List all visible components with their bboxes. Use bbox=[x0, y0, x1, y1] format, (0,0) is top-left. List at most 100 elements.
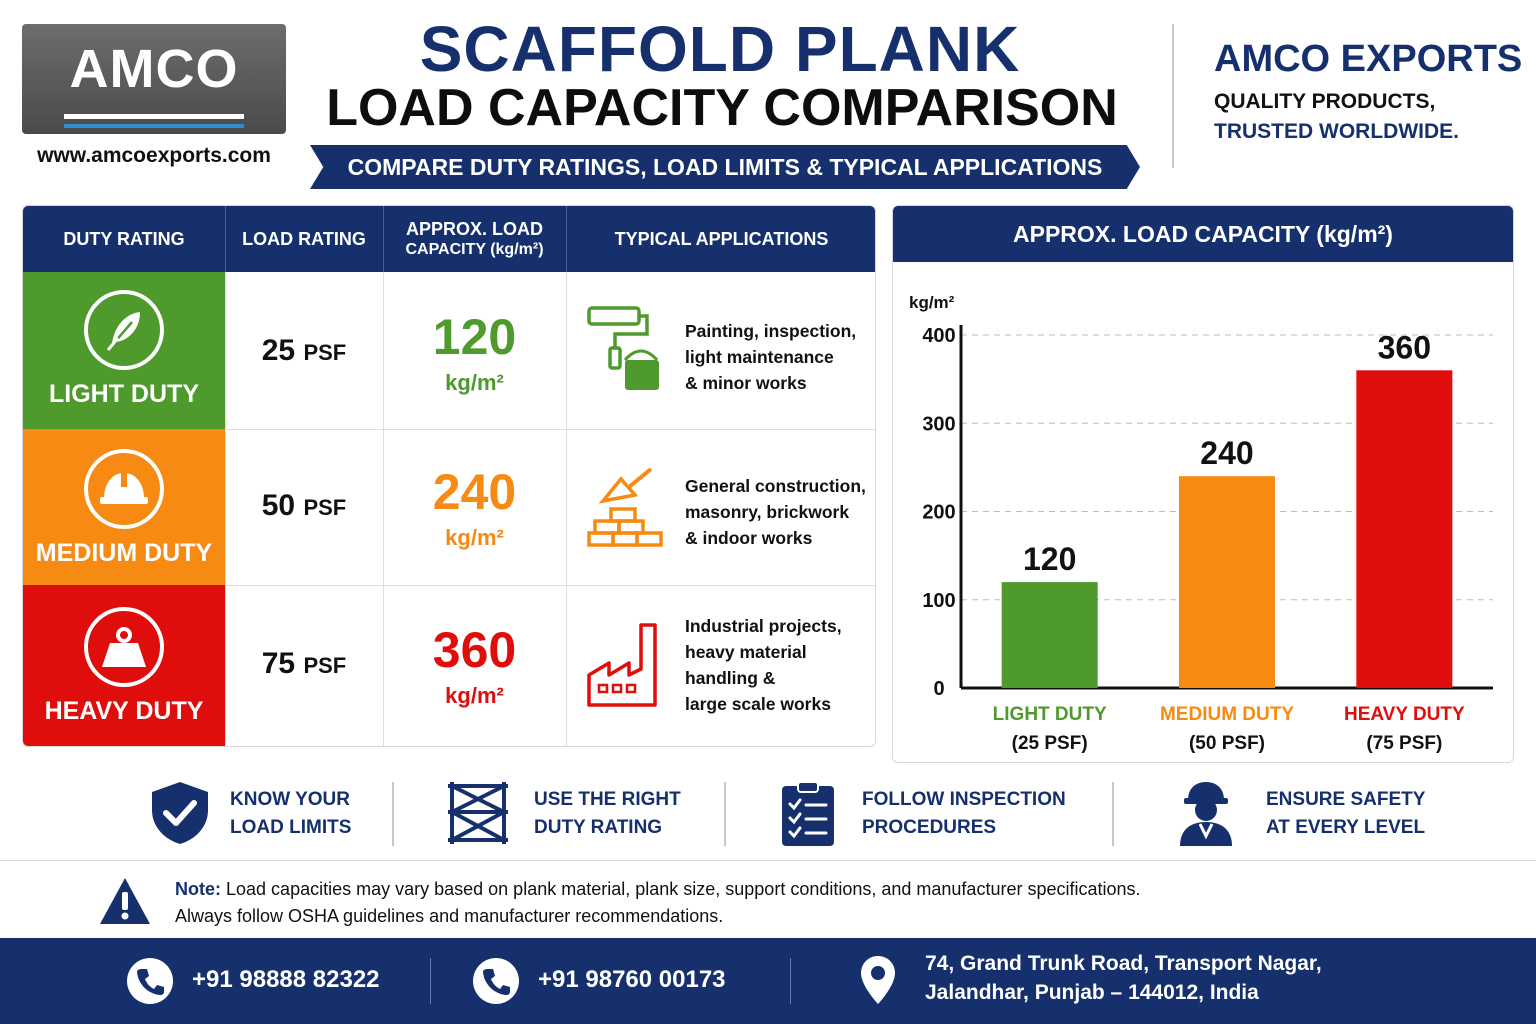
header-divider bbox=[1172, 24, 1174, 168]
application-line: General construction, bbox=[685, 476, 866, 496]
cell-divider bbox=[566, 585, 567, 746]
capacity-unit-light: kg/m² bbox=[445, 370, 504, 395]
location-pin-icon bbox=[858, 954, 898, 1006]
header-capacity: APPROX. LOAD CAPACITY (kg/m²) bbox=[383, 206, 566, 272]
logo-text: AMCO bbox=[69, 39, 239, 99]
phone-icon bbox=[473, 958, 519, 1004]
application-line: masonry, brickwork bbox=[685, 502, 850, 522]
application-text-heavy: Industrial projects, heavy material hand… bbox=[685, 613, 871, 717]
tip-inspection: FOLLOW INSPECTION PROCEDURES bbox=[862, 786, 1066, 842]
load-rating-heavy: 75 PSF bbox=[225, 647, 383, 681]
capacity-value-heavy: 360 bbox=[432, 622, 517, 678]
trowel-bricks-icon bbox=[585, 461, 669, 547]
footer: +91 98888 82322 +91 98760 00173 74, Gran… bbox=[0, 938, 1536, 1024]
page-title: SCAFFOLD PLANK bbox=[419, 13, 1021, 85]
header-divider bbox=[383, 206, 384, 272]
application-line: & indoor works bbox=[685, 528, 813, 548]
y-tick-label: 200 bbox=[922, 502, 955, 524]
bar bbox=[1001, 582, 1098, 688]
cell-divider bbox=[383, 585, 384, 746]
address-line-2: Jalandhar, Punjab – 144012, India bbox=[925, 981, 1259, 1004]
tip-divider bbox=[392, 782, 394, 846]
load-unit: PSF bbox=[303, 340, 347, 365]
duty-cell-medium: MEDIUM DUTY bbox=[23, 429, 225, 585]
tip-line: ENSURE SAFETY bbox=[1266, 789, 1426, 810]
y-tick-label: 300 bbox=[922, 413, 955, 435]
x-tick-label: LIGHT DUTY bbox=[993, 704, 1107, 725]
tip-divider bbox=[1112, 782, 1114, 846]
row-divider bbox=[225, 429, 875, 430]
disclaimer-note: Note: Load capacities may vary based on … bbox=[175, 876, 1475, 930]
logo-underline-blue bbox=[64, 124, 244, 128]
load-rating-medium: 50 PSF bbox=[225, 489, 383, 523]
note-text: Load capacities may vary based on plank … bbox=[226, 879, 1141, 899]
header-load-rating: LOAD RATING bbox=[242, 228, 366, 249]
y-axis-label: kg/m² bbox=[909, 293, 955, 312]
subtitle-text: COMPARE DUTY RATINGS, LOAD LIMITS & TYPI… bbox=[347, 154, 1103, 180]
load-unit: PSF bbox=[303, 653, 347, 678]
website-link[interactable]: www.amcoexports.com bbox=[37, 144, 271, 167]
phone-number-2[interactable]: +91 98760 00173 bbox=[538, 966, 726, 993]
row-divider bbox=[225, 585, 875, 586]
brand-tagline-highlight: TRUSTED WORLDWIDE. bbox=[1214, 120, 1459, 143]
logo-underline bbox=[64, 114, 244, 119]
application-line: heavy material bbox=[685, 642, 807, 662]
cell-divider bbox=[383, 429, 384, 585]
capacity-unit-medium: kg/m² bbox=[445, 525, 504, 550]
capacity-unit-heavy: kg/m² bbox=[445, 683, 504, 708]
tip-safety: ENSURE SAFETY AT EVERY LEVEL bbox=[1266, 786, 1425, 842]
bar-chart: kg/m² 0 100 200 300 400 120 LIGHT DUTY (25 PSF) 2… bbox=[909, 293, 1493, 754]
cell-divider bbox=[566, 429, 567, 585]
bar-value-label: 120 bbox=[1023, 541, 1076, 577]
worker-icon bbox=[1174, 780, 1238, 846]
application-text-light: Painting, inspection, light maintenance … bbox=[685, 318, 871, 396]
load-rating-light: 25 PSF bbox=[225, 334, 383, 368]
x-tick-sublabel: (50 PSF) bbox=[1189, 733, 1265, 754]
load-value: 25 bbox=[261, 334, 296, 367]
tip-line: LOAD LIMITS bbox=[230, 817, 352, 838]
duty-cell-heavy: HEAVY DUTY bbox=[23, 585, 225, 746]
x-tick-label: HEAVY DUTY bbox=[1344, 704, 1465, 725]
application-line: handling & bbox=[685, 668, 776, 688]
tip-divider bbox=[724, 782, 726, 846]
load-unit: PSF bbox=[303, 495, 347, 520]
amco-logo: AMCO bbox=[22, 24, 286, 134]
cell-divider bbox=[566, 272, 567, 429]
header-applications: TYPICAL APPLICATIONS bbox=[614, 228, 829, 249]
tip-line: KNOW YOUR bbox=[230, 789, 350, 810]
load-value: 75 bbox=[261, 647, 296, 680]
duty-cell-light: LIGHT DUTY bbox=[23, 272, 225, 429]
tip-line: AT EVERY LEVEL bbox=[1266, 817, 1426, 838]
application-line: Painting, inspection, bbox=[685, 321, 857, 341]
header-divider bbox=[225, 206, 226, 272]
section-divider bbox=[0, 860, 1536, 861]
paint-roller-icon bbox=[585, 302, 669, 390]
tip-line: PROCEDURES bbox=[862, 817, 997, 838]
note-label: Note: bbox=[175, 879, 221, 899]
duty-label-light: LIGHT DUTY bbox=[49, 380, 199, 408]
duty-label-heavy: HEAVY DUTY bbox=[44, 697, 204, 725]
factory-icon bbox=[585, 621, 669, 707]
application-line: & minor works bbox=[685, 373, 807, 393]
y-tick-label: 0 bbox=[933, 678, 944, 700]
application-line: light maintenance bbox=[685, 347, 834, 367]
chart-title: APPROX. LOAD CAPACITY (kg/m²) bbox=[893, 206, 1513, 262]
footer-divider bbox=[430, 958, 431, 1004]
phone-number-1[interactable]: +91 98888 82322 bbox=[192, 966, 380, 993]
footer-divider bbox=[790, 958, 791, 1004]
duty-label-medium: MEDIUM DUTY bbox=[35, 539, 213, 567]
load-value: 50 bbox=[261, 489, 296, 522]
table-row-light-duty: LIGHT DUTY 25 PSF 120 kg/m² Painting, in… bbox=[23, 272, 875, 429]
table-row-heavy-duty: HEAVY DUTY 75 PSF 360 kg/m² Industrial p… bbox=[23, 585, 875, 746]
bar bbox=[1179, 476, 1275, 688]
column-divider bbox=[225, 272, 226, 746]
shield-check-icon bbox=[148, 780, 212, 846]
tip-right-duty: USE THE RIGHT DUTY RATING bbox=[534, 786, 681, 842]
feather-icon bbox=[84, 290, 164, 370]
capacity-value-light: 120 bbox=[432, 309, 517, 365]
x-tick-sublabel: (75 PSF) bbox=[1366, 733, 1442, 754]
phone-icon bbox=[127, 958, 173, 1004]
y-tick-label: 100 bbox=[922, 590, 955, 612]
bar-value-label: 360 bbox=[1378, 329, 1431, 365]
tip-line: FOLLOW INSPECTION bbox=[862, 789, 1066, 810]
